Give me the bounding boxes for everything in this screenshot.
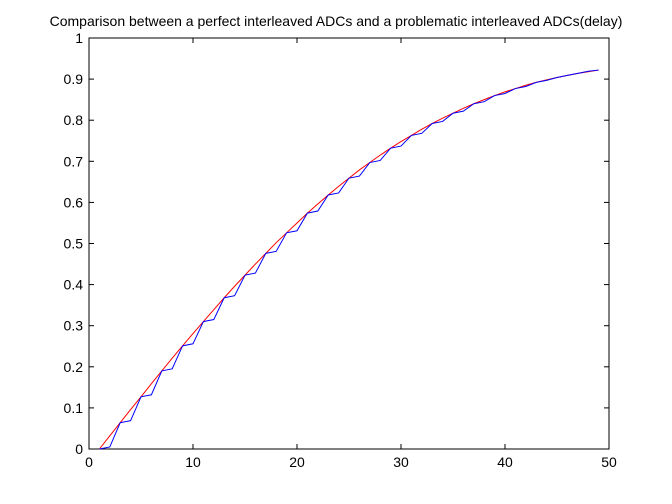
axes-box xyxy=(88,37,610,450)
x-tick-label: 40 xyxy=(497,454,513,470)
x-tick-label: 30 xyxy=(393,454,409,470)
series-line-blue xyxy=(99,69,599,450)
x-tick-label: 20 xyxy=(289,454,305,470)
x-tick-label: 10 xyxy=(185,454,201,470)
y-tick-label: 0.7 xyxy=(64,153,84,169)
y-tick-label: 0.1 xyxy=(64,400,84,416)
y-tick-label: 1 xyxy=(75,30,83,46)
x-tick-label: 50 xyxy=(601,454,617,470)
y-tick-label: 0.8 xyxy=(64,112,84,128)
y-tick-label: 0.4 xyxy=(64,277,84,293)
y-tick-label: 0.9 xyxy=(64,71,84,87)
y-tick-label: 0.5 xyxy=(64,236,84,252)
x-tick-label: 0 xyxy=(85,454,93,470)
y-tick-label: 0 xyxy=(75,441,83,457)
y-tick-label: 0.3 xyxy=(64,318,84,334)
y-tick-label: 0.6 xyxy=(64,194,84,210)
chart-title: Comparison between a perfect interleaved… xyxy=(49,13,623,29)
y-tick-label: 0.2 xyxy=(64,359,84,375)
